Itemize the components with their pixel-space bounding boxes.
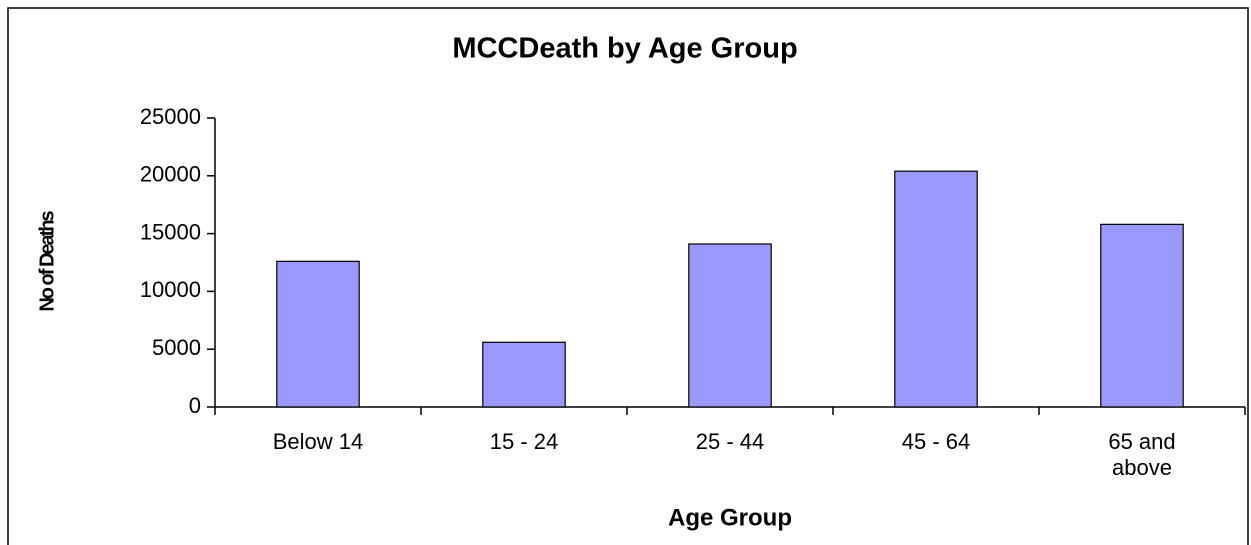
y-tick-label: 0: [189, 393, 201, 418]
bar: [894, 170, 978, 408]
chart-border: [7, 7, 1249, 545]
y-tick-label: 5000: [152, 335, 201, 360]
x-tick-label: Below 14: [272, 429, 364, 454]
bar: [688, 243, 772, 408]
bar: [276, 260, 360, 408]
y-tick-label: 10000: [140, 277, 201, 302]
bar: [482, 341, 566, 408]
x-tick-label: 15 - 24: [489, 429, 559, 454]
y-tick-label: 15000: [140, 219, 201, 244]
y-tick-label: 25000: [140, 104, 201, 129]
bar: [1100, 223, 1184, 408]
y-tick-label: 20000: [140, 162, 201, 187]
chart-title: MCCDeath by Age Group: [452, 33, 797, 65]
y-axis-title: No of Deaths: [36, 210, 58, 311]
x-tick-label: 65 and above: [1108, 429, 1176, 480]
x-axis-title: Age Group: [668, 504, 792, 531]
x-tick-label: 45 - 64: [901, 429, 971, 454]
x-tick-label: 25 - 44: [695, 429, 765, 454]
